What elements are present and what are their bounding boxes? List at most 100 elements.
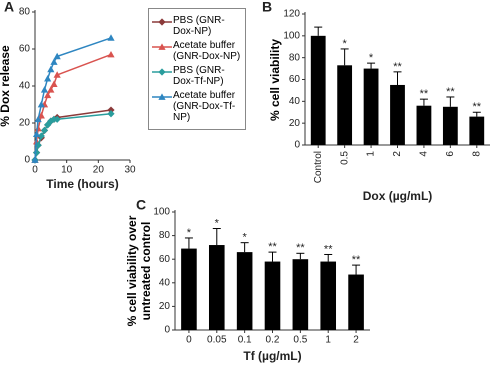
x-tick-label: 8: [471, 151, 482, 157]
legend-label: Acetate buffer (GNR-Dox-NP): [173, 40, 241, 62]
y-tick-label: 60: [289, 74, 301, 85]
x-tick-label: 0: [186, 335, 192, 346]
legend-label: Acetate buffer (GNR-Dox-Tf-NP): [173, 90, 236, 123]
x-tick-label: 1: [366, 151, 377, 157]
legend-label: PBS (GNR-Dox-NP): [173, 15, 225, 37]
x-tick-label: 2: [392, 151, 403, 157]
legend-icon: [152, 43, 172, 50]
marker: [37, 100, 45, 108]
y-axis-label: % cell viability: [268, 38, 282, 121]
significance-label: **: [393, 61, 402, 73]
bar: [348, 274, 364, 330]
y-tick-label: 80: [159, 230, 171, 241]
marker: [40, 126, 49, 134]
significance-label: **: [473, 101, 482, 113]
legend-entry: Acetate buffer (GNR-Dox-Tf-NP): [151, 90, 243, 123]
x-tick-label: 0.5: [293, 335, 307, 346]
significance-label: *: [215, 217, 220, 229]
x-tick-label: 2: [353, 335, 359, 346]
y-tick-label: 120: [283, 9, 300, 20]
y-tick-label: 0: [24, 155, 30, 166]
marker: [158, 43, 166, 50]
significance-label: *: [187, 227, 192, 239]
x-tick-label: Control: [313, 151, 324, 183]
bar: [236, 252, 253, 330]
legend-entry: Acetate buffer (GNR-Dox-NP): [151, 40, 243, 62]
marker: [40, 86, 49, 93]
marker: [53, 71, 61, 78]
significance-label: **: [420, 88, 429, 100]
x-tick-label: 0.2: [266, 335, 280, 346]
bar: [310, 35, 326, 146]
x-axis-label: Dox (µg/mL): [363, 189, 433, 203]
marker: [44, 75, 52, 82]
bar: [320, 261, 337, 330]
bar: [363, 68, 379, 145]
significance-label: *: [369, 52, 374, 64]
y-tick-label: 40: [19, 81, 31, 92]
marker: [34, 115, 42, 123]
bar: [337, 65, 353, 145]
marker: [53, 115, 61, 123]
panel-label: A: [4, 0, 14, 15]
x-tick-label: 10: [61, 165, 73, 176]
x-tick-label: 0.5: [339, 151, 350, 165]
marker: [32, 130, 41, 137]
y-tick-label: 0: [164, 325, 170, 336]
y-axis-label: % Dox release: [0, 45, 12, 126]
marker: [107, 50, 115, 58]
marker: [158, 93, 166, 100]
marker: [47, 86, 55, 93]
x-tick-label: 0.05: [207, 335, 227, 346]
y-tick-label: 40: [159, 277, 171, 288]
y-tick-label: 100: [283, 30, 300, 41]
bar: [292, 259, 309, 330]
x-tick-label: 6: [445, 151, 456, 157]
significance-label: **: [352, 254, 361, 266]
bar: [181, 248, 197, 330]
y-tick-label: 60: [159, 254, 171, 265]
bar: [264, 261, 281, 330]
marker: [44, 91, 52, 99]
x-tick-label: 1: [325, 335, 331, 346]
marker: [107, 34, 115, 41]
bar: [442, 106, 458, 145]
legend-label: PBS (GNR-Dox-Tf-NP): [173, 65, 225, 87]
x-tick-label: 0: [32, 165, 38, 176]
legend-icon: [152, 93, 172, 100]
significance-label: *: [243, 232, 248, 244]
legend-entry: PBS (GNR-Dox-NP): [151, 15, 243, 37]
y-tick-label: 40: [289, 96, 301, 107]
marker: [50, 58, 58, 65]
marker: [31, 156, 39, 163]
y-tick-label: 100: [153, 207, 170, 218]
y-tick-label: 80: [19, 7, 31, 18]
legend-entry: PBS (GNR-Dox-Tf-NP): [151, 65, 243, 87]
significance-label: **: [446, 86, 455, 98]
panel-label: C: [136, 197, 146, 213]
legend-icon: [152, 18, 172, 26]
bar: [469, 116, 485, 145]
bar: [390, 84, 405, 145]
x-tick-label: 0.1: [238, 335, 252, 346]
bar: [208, 245, 225, 330]
y-axis-label: % cell viability over untreated control: [125, 215, 153, 327]
marker: [37, 132, 45, 140]
y-tick-label: 0: [294, 140, 300, 151]
x-axis-label: Time (hours): [46, 177, 118, 191]
panel-label: B: [262, 0, 272, 15]
marker: [107, 110, 115, 118]
legend-icon: [152, 68, 172, 76]
marker: [37, 112, 45, 119]
significance-label: **: [296, 242, 305, 254]
y-tick-label: 20: [159, 301, 171, 312]
x-tick-label: 20: [93, 165, 105, 176]
marker: [107, 106, 115, 114]
marker: [158, 18, 166, 26]
marker: [50, 80, 58, 88]
significance-label: *: [343, 38, 348, 50]
y-tick-label: 20: [289, 118, 301, 129]
series-line: [34, 113, 112, 161]
